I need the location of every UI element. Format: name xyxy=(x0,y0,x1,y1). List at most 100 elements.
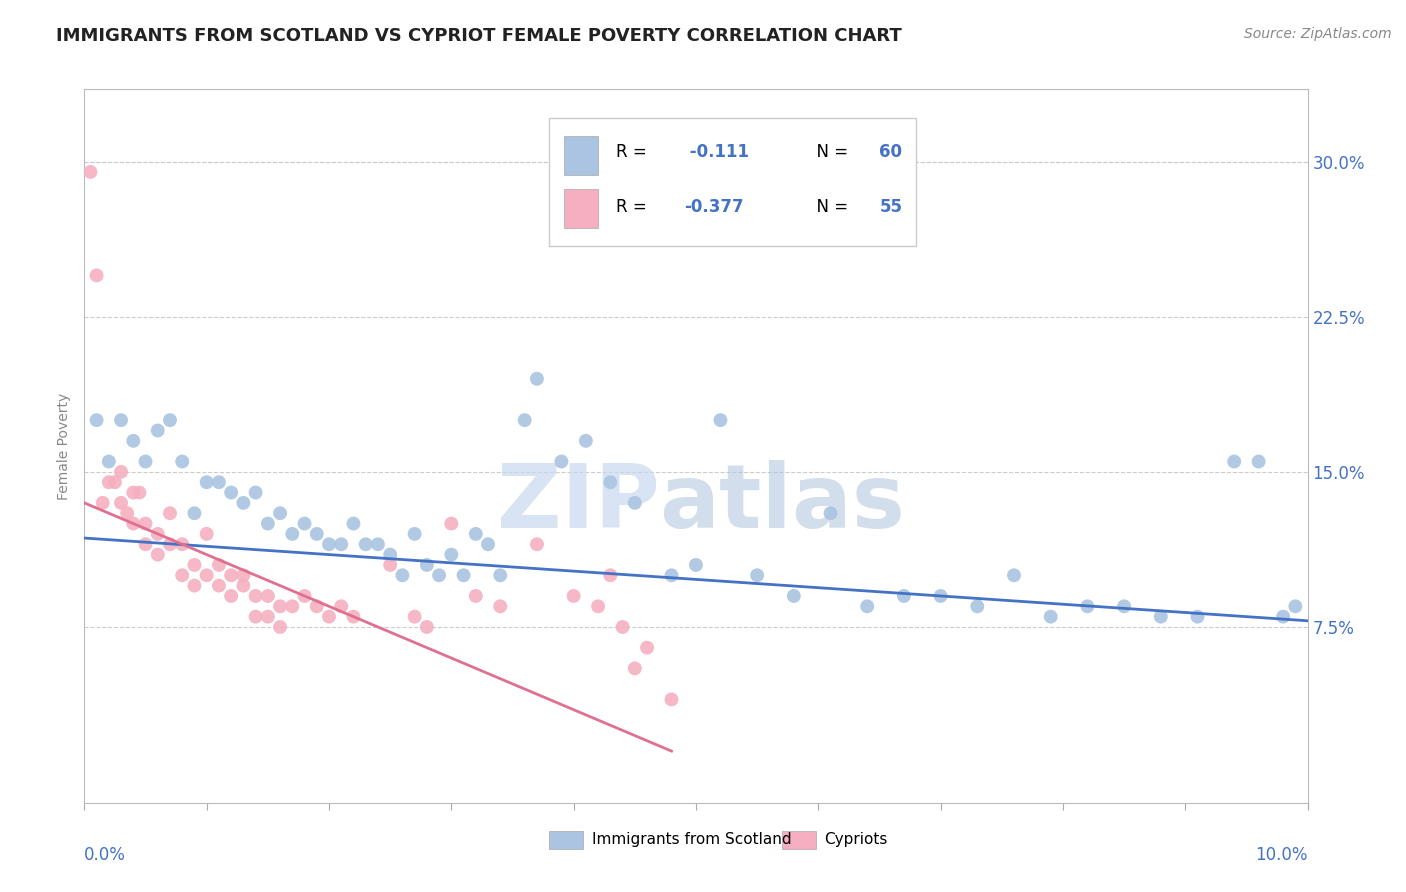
Point xyxy=(219,568,242,582)
Point xyxy=(208,579,231,593)
Point xyxy=(599,568,621,582)
Point xyxy=(159,506,181,520)
Y-axis label: Female Poverty: Female Poverty xyxy=(58,392,72,500)
Point xyxy=(232,496,254,510)
Text: Immigrants from Scotland: Immigrants from Scotland xyxy=(592,832,792,847)
Point xyxy=(305,527,328,541)
Point xyxy=(477,537,499,551)
Text: atlas: atlas xyxy=(659,459,905,547)
Bar xyxy=(550,118,917,246)
Point xyxy=(195,475,218,490)
Point xyxy=(330,599,353,614)
Text: 0.0%: 0.0% xyxy=(84,846,127,863)
Point xyxy=(893,589,915,603)
Point xyxy=(183,506,205,520)
Text: Source: ZipAtlas.com: Source: ZipAtlas.com xyxy=(1244,27,1392,41)
Point xyxy=(354,537,377,551)
Point xyxy=(208,558,231,572)
Point xyxy=(135,516,157,531)
Point xyxy=(380,558,402,572)
Point xyxy=(1187,609,1209,624)
Point xyxy=(966,599,988,614)
Point xyxy=(257,609,280,624)
Point xyxy=(427,568,450,582)
Point xyxy=(122,485,145,500)
Text: ZIP: ZIP xyxy=(496,459,659,547)
Text: Cypriots: Cypriots xyxy=(824,832,887,847)
Point xyxy=(219,589,242,603)
Text: 55: 55 xyxy=(880,198,903,216)
Bar xyxy=(782,831,815,849)
Point xyxy=(269,599,291,614)
Point xyxy=(305,599,328,614)
Point xyxy=(257,589,280,603)
Point xyxy=(281,527,304,541)
Point xyxy=(1223,454,1246,468)
Point xyxy=(146,548,169,562)
Point xyxy=(219,485,242,500)
Point xyxy=(245,485,267,500)
Point xyxy=(404,609,426,624)
Point xyxy=(172,454,194,468)
Point xyxy=(440,516,463,531)
Point xyxy=(269,506,291,520)
Point xyxy=(562,589,585,603)
Point xyxy=(526,372,548,386)
Point xyxy=(183,558,205,572)
Point xyxy=(294,589,316,603)
Point xyxy=(128,485,150,500)
Point xyxy=(232,568,254,582)
Point xyxy=(195,527,218,541)
Point xyxy=(342,516,364,531)
Point xyxy=(135,454,157,468)
Point xyxy=(135,537,157,551)
Point xyxy=(172,537,194,551)
Point xyxy=(1150,609,1173,624)
Point xyxy=(146,527,169,541)
Point xyxy=(1284,599,1306,614)
Point xyxy=(281,599,304,614)
Point xyxy=(929,589,952,603)
Point xyxy=(404,527,426,541)
Point xyxy=(856,599,879,614)
Point xyxy=(636,640,658,655)
Point xyxy=(183,579,205,593)
Text: R =: R = xyxy=(616,143,652,161)
Point xyxy=(257,516,280,531)
Point xyxy=(464,589,486,603)
Point xyxy=(122,434,145,448)
Point xyxy=(612,620,634,634)
Point xyxy=(146,424,169,438)
Point xyxy=(416,620,439,634)
Point xyxy=(513,413,536,427)
Point xyxy=(747,568,769,582)
Point xyxy=(820,506,842,520)
Point xyxy=(1272,609,1295,624)
Bar xyxy=(550,831,583,849)
Point xyxy=(208,475,231,490)
Point xyxy=(79,165,101,179)
Point xyxy=(624,661,647,675)
Text: R =: R = xyxy=(616,198,652,216)
Point xyxy=(526,537,548,551)
Point xyxy=(1247,454,1270,468)
Point xyxy=(122,516,145,531)
Point xyxy=(1076,599,1098,614)
Point xyxy=(1114,599,1136,614)
Point xyxy=(110,413,132,427)
Point xyxy=(159,537,181,551)
Point xyxy=(245,609,267,624)
Point xyxy=(380,548,402,562)
Point xyxy=(1039,609,1062,624)
Point xyxy=(245,589,267,603)
Text: -0.111: -0.111 xyxy=(683,143,749,161)
Point xyxy=(330,537,353,551)
Bar xyxy=(564,189,598,228)
Text: N =: N = xyxy=(806,143,853,161)
Point xyxy=(195,568,218,582)
Point xyxy=(269,620,291,634)
Point xyxy=(342,609,364,624)
Point xyxy=(318,609,340,624)
Point xyxy=(453,568,475,582)
Point xyxy=(318,537,340,551)
